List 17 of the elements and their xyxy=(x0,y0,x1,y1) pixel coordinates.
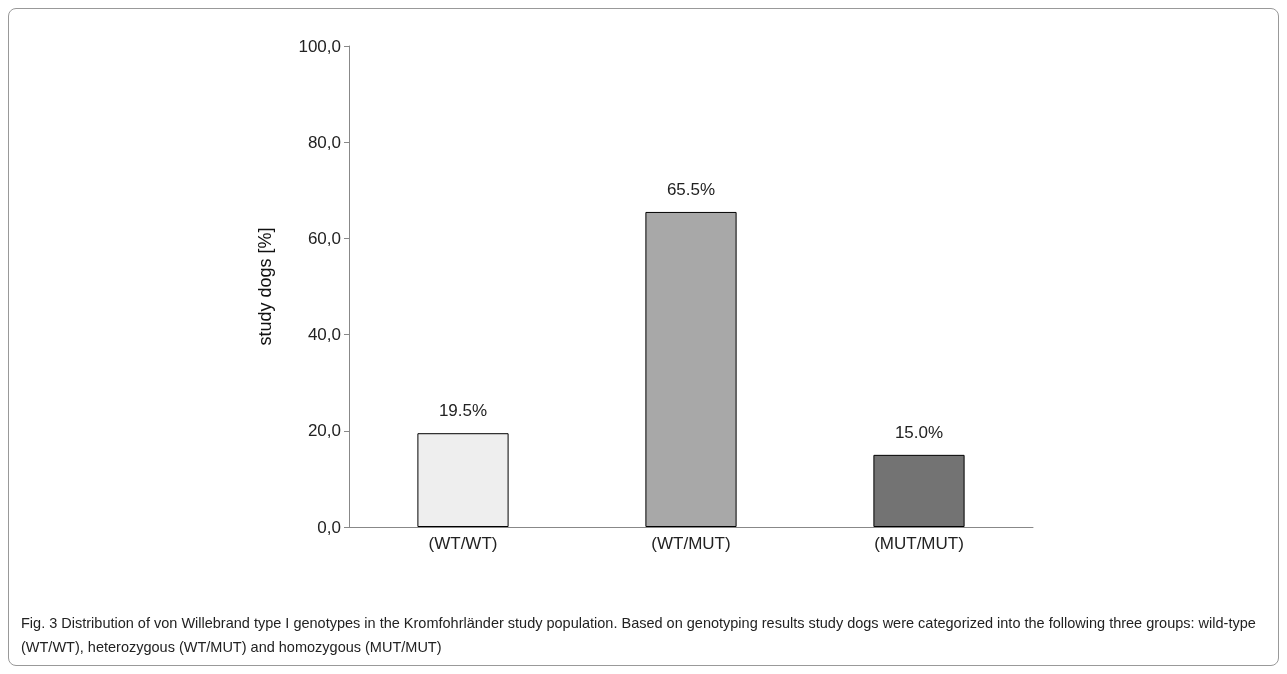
bar xyxy=(645,211,737,527)
y-tick-label: 0,0 xyxy=(317,517,341,537)
data-label: 19.5% xyxy=(438,401,488,421)
y-tick-label: 80,0 xyxy=(307,132,341,152)
y-tick-label: 100,0 xyxy=(298,36,341,56)
y-tick-label: 20,0 xyxy=(307,421,341,441)
caption: Fig. 3 Distribution of von Willebrand type I genotypes in the Kromfohrländer study population. Based on genotyping results study dogs were categorized into the following three groups: wild-type (WT/WT), heterozygous (WT/MUT) and homozygous (MUT/MUT) xyxy=(20,614,1257,657)
data-label: 15.0% xyxy=(894,422,944,442)
y-tick-label: 60,0 xyxy=(307,228,341,248)
data-label: 65.5% xyxy=(666,179,716,199)
x-tick-label: (WT/MUT) xyxy=(651,534,731,553)
x-tick-label: (MUT/MUT) xyxy=(874,534,964,553)
x-tick-label: (WT/WT) xyxy=(428,534,498,553)
y-tick-label: 40,0 xyxy=(307,325,341,345)
bar xyxy=(873,454,965,527)
y-axis-title: study dogs [%] xyxy=(255,227,275,346)
bar xyxy=(417,433,509,527)
